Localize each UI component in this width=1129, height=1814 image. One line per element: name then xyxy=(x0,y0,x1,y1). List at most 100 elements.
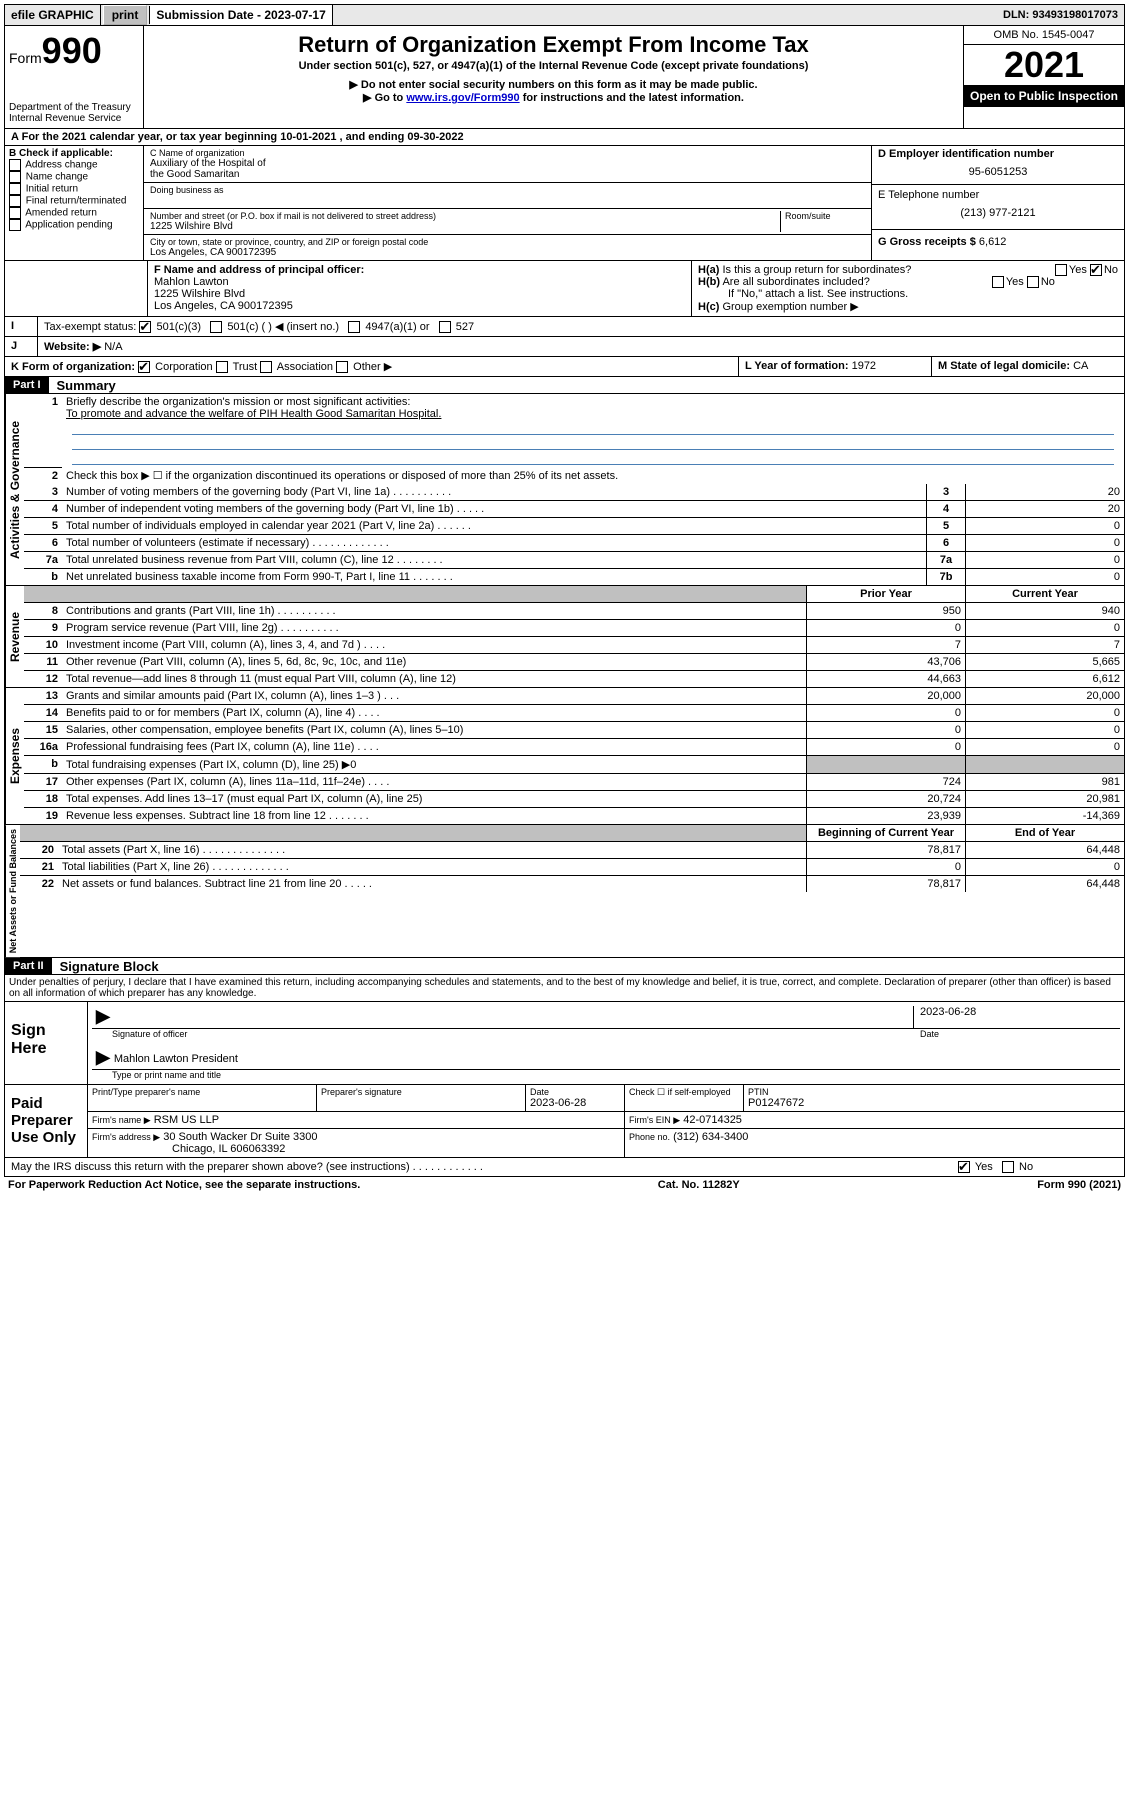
checkbox-association[interactable] xyxy=(260,361,272,373)
arrow-icon: ▶ xyxy=(92,1006,114,1028)
net-row: 20Total assets (Part X, line 16) . . . .… xyxy=(20,842,1124,859)
exp-row: 17Other expenses (Part IX, column (A), l… xyxy=(24,774,1124,791)
part1-header: Part I Summary xyxy=(4,377,1125,394)
subtitle-2: ▶ Do not enter social security numbers o… xyxy=(148,78,959,91)
checkbox-amended-return[interactable] xyxy=(9,207,21,219)
blocks-fh: F Name and address of principal officer:… xyxy=(4,261,1125,317)
firm-name: RSM US LLP xyxy=(154,1114,219,1126)
form-header: Form990 Department of the Treasury Inter… xyxy=(4,26,1125,129)
top-bar: efile GRAPHIC print Submission Date - 20… xyxy=(4,4,1125,26)
print-button[interactable]: print xyxy=(103,5,148,25)
sign-here-label: Sign Here xyxy=(5,1002,88,1084)
discuss-row: May the IRS discuss this return with the… xyxy=(4,1158,1125,1177)
year-formation: 1972 xyxy=(852,360,876,372)
side-revenue: Revenue xyxy=(5,586,24,687)
checkbox-address-change[interactable] xyxy=(9,159,21,171)
rev-row: 8Contributions and grants (Part VIII, li… xyxy=(24,603,1124,620)
checkbox-501c3[interactable] xyxy=(139,321,151,333)
mission-text: To promote and advance the welfare of PI… xyxy=(66,408,441,420)
gov-row: 3 Number of voting members of the govern… xyxy=(24,484,1124,501)
exp-row: 18Total expenses. Add lines 13–17 (must … xyxy=(24,791,1124,808)
ptin: P01247672 xyxy=(748,1097,804,1109)
telephone: (213) 977-2121 xyxy=(878,207,1118,219)
block-b: B Check if applicable: Address change Na… xyxy=(5,146,144,260)
dept-treasury: Department of the Treasury xyxy=(9,102,139,113)
checkbox-4947[interactable] xyxy=(348,321,360,333)
checkbox-discuss-yes[interactable] xyxy=(958,1161,970,1173)
submission-date: Submission Date - 2023-07-17 xyxy=(150,5,332,25)
form-number: Form990 xyxy=(9,30,139,72)
open-to-public: Open to Public Inspection xyxy=(964,85,1124,107)
paid-preparer-block: Paid Preparer Use Only Print/Type prepar… xyxy=(4,1085,1125,1158)
net-row: 21Total liabilities (Part X, line 26) . … xyxy=(20,859,1124,876)
org-address: 1225 Wilshire Blvd xyxy=(150,221,776,232)
checkbox-hb-yes[interactable] xyxy=(992,276,1004,288)
checkbox-discuss-no[interactable] xyxy=(1002,1161,1014,1173)
section-governance: Activities & Governance 1 Briefly descri… xyxy=(4,394,1125,586)
rev-row: 10Investment income (Part VIII, column (… xyxy=(24,637,1124,654)
website: N/A xyxy=(104,341,122,353)
checkbox-trust[interactable] xyxy=(216,361,228,373)
officer-addr: 1225 Wilshire Blvd xyxy=(154,288,685,300)
block-c: C Name of organization Auxiliary of the … xyxy=(144,146,872,260)
checkbox-final-return[interactable] xyxy=(9,195,21,207)
block-d: D Employer identification number 95-6051… xyxy=(872,146,1124,260)
net-row: 22Net assets or fund balances. Subtract … xyxy=(20,876,1124,893)
ein: 95-6051253 xyxy=(878,166,1118,178)
blocks-bcd: B Check if applicable: Address change Na… xyxy=(4,146,1125,261)
exp-row: 14Benefits paid to or for members (Part … xyxy=(24,705,1124,722)
org-name-2: the Good Samaritan xyxy=(150,169,865,180)
preparer-date: 2023-06-28 xyxy=(530,1097,586,1109)
side-net-assets: Net Assets or Fund Balances xyxy=(5,825,20,957)
paid-preparer-label: Paid Preparer Use Only xyxy=(5,1085,88,1157)
firm-phone: (312) 634-3400 xyxy=(673,1131,748,1143)
firm-addr: 30 South Wacker Dr Suite 3300 xyxy=(163,1131,317,1143)
checkbox-name-change[interactable] xyxy=(9,171,21,183)
officer-signature-name: Mahlon Lawton President xyxy=(114,1047,1120,1069)
line-a: A For the 2021 calendar year, or tax yea… xyxy=(4,129,1125,146)
line-i: I Tax-exempt status: 501(c)(3) 501(c) ( … xyxy=(4,317,1125,337)
checkbox-hb-no[interactable] xyxy=(1027,276,1039,288)
gov-row: 7a Total unrelated business revenue from… xyxy=(24,552,1124,569)
subtitle-3: ▶ Go to www.irs.gov/Form990 for instruct… xyxy=(148,91,959,104)
part2-header: Part II Signature Block xyxy=(4,958,1125,975)
arrow-icon: ▶ xyxy=(92,1047,114,1069)
omb-number: OMB No. 1545-0047 xyxy=(964,26,1124,45)
footer-left: For Paperwork Reduction Act Notice, see … xyxy=(8,1179,360,1191)
footer-mid: Cat. No. 11282Y xyxy=(658,1179,740,1191)
firm-ein: 42-0714325 xyxy=(683,1114,742,1126)
checkbox-initial-return[interactable] xyxy=(9,183,21,195)
sign-here-block: Sign Here ▶ 2023-06-28 Signature of offi… xyxy=(4,1002,1125,1085)
footer-right: Form 990 (2021) xyxy=(1037,1179,1121,1191)
checkbox-527[interactable] xyxy=(439,321,451,333)
declaration: Under penalties of perjury, I declare th… xyxy=(4,975,1125,1002)
checkbox-ha-no[interactable] xyxy=(1090,264,1102,276)
checkbox-501c[interactable] xyxy=(210,321,222,333)
checkbox-ha-yes[interactable] xyxy=(1055,264,1067,276)
org-name-1: Auxiliary of the Hospital of xyxy=(150,158,865,169)
officer-city: Los Angeles, CA 900172395 xyxy=(154,300,685,312)
subtitle-1: Under section 501(c), 527, or 4947(a)(1)… xyxy=(148,60,959,72)
rev-row: 12Total revenue—add lines 8 through 11 (… xyxy=(24,671,1124,688)
exp-row: 19Revenue less expenses. Subtract line 1… xyxy=(24,808,1124,825)
checkbox-other[interactable] xyxy=(336,361,348,373)
gross-receipts: 6,612 xyxy=(979,236,1007,248)
dln: DLN: 93493198017073 xyxy=(997,6,1124,24)
sign-date: 2023-06-28 xyxy=(913,1006,1120,1028)
section-revenue: Revenue Prior Year Current Year 8Contrib… xyxy=(4,586,1125,688)
exp-row: 15Salaries, other compensation, employee… xyxy=(24,722,1124,739)
exp-row: bTotal fundraising expenses (Part IX, co… xyxy=(24,756,1124,774)
exp-row: 13Grants and similar amounts paid (Part … xyxy=(24,688,1124,705)
state-domicile: CA xyxy=(1073,360,1088,372)
checkbox-corporation[interactable] xyxy=(138,361,150,373)
rev-row: 11Other revenue (Part VIII, column (A), … xyxy=(24,654,1124,671)
form-title: Return of Organization Exempt From Incom… xyxy=(148,32,959,58)
checkbox-application-pending[interactable] xyxy=(9,219,21,231)
irs-label: Internal Revenue Service xyxy=(9,113,139,124)
gov-row: 4 Number of independent voting members o… xyxy=(24,501,1124,518)
gov-row: b Net unrelated business taxable income … xyxy=(24,569,1124,586)
side-governance: Activities & Governance xyxy=(5,394,24,585)
org-city: Los Angeles, CA 900172395 xyxy=(150,247,865,258)
form990-link[interactable]: www.irs.gov/Form990 xyxy=(406,92,519,104)
section-expenses: Expenses 13Grants and similar amounts pa… xyxy=(4,688,1125,825)
